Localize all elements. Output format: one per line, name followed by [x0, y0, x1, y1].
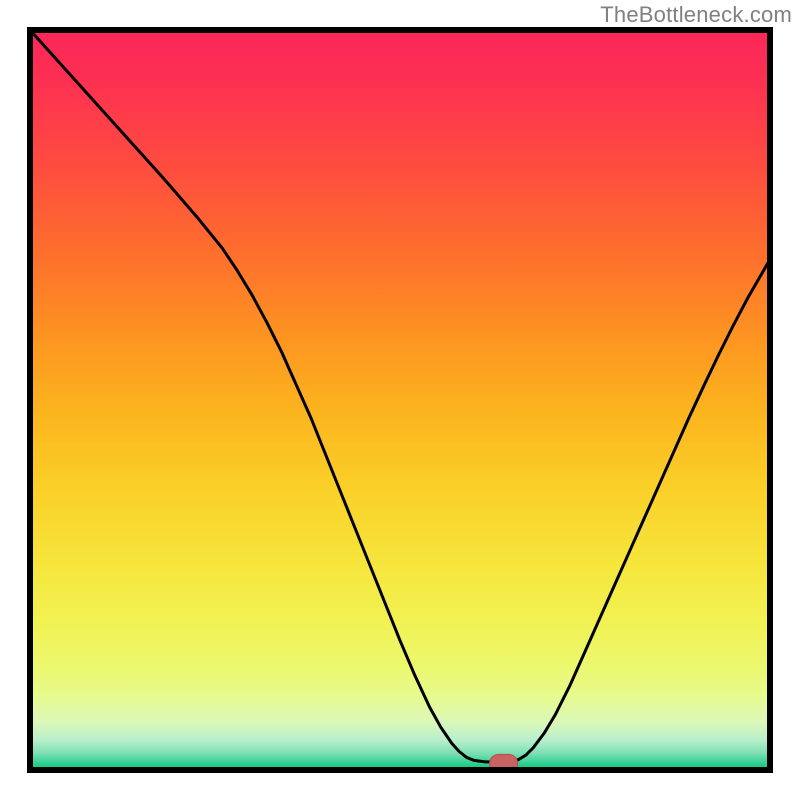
bottleneck-chart: TheBottleneck.com: [0, 0, 800, 800]
chart-svg: [0, 0, 800, 800]
plot-background: [30, 30, 770, 770]
watermark-text: TheBottleneck.com: [600, 2, 792, 28]
